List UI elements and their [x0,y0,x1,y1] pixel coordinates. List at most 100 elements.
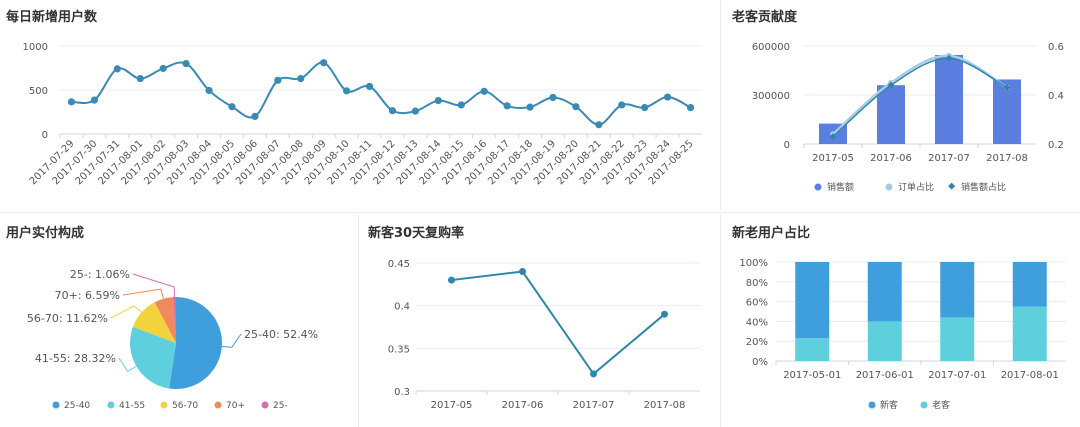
x-tick-label: 2017-06 [502,400,544,411]
separator-vertical-top [720,0,721,210]
repurchase-rate-panel: 新客30天复购率 0.3 0.35 0.4 0.45 2017-05 2017-06 201… [362,216,718,427]
y-tick-label: 100% [739,258,768,269]
data-point [887,81,895,89]
data-point [274,76,282,84]
data-point [113,65,121,73]
bar-new-customers [940,262,975,318]
data-point [411,107,419,115]
pie-slice-label: 56-70: 11.62% [27,312,108,325]
bar-new-customers [867,262,902,322]
daily-new-users-chart: 050010002017-07-292017-07-302017-07-3120… [23,42,702,187]
bar-new-customers [1012,262,1047,307]
y-right-tick-label: 0.2 [1048,140,1064,151]
legend-marker [920,401,928,409]
legend-label: 销售额 [827,181,854,193]
pie-label-line [118,357,137,372]
bar-old-customers [940,317,975,361]
legend-label: 老客 [932,399,950,411]
y-tick-label: 0.3 [394,387,410,398]
x-tick-label: 2017-05-01 [783,370,841,381]
legend-marker [52,401,60,409]
data-point [320,59,328,67]
legend-marker [814,183,822,191]
pie-label-line [122,288,165,299]
pie-slice [172,297,176,343]
y-tick-label: 40% [746,317,768,328]
y-tick-label: 1000 [23,42,48,53]
data-point [686,104,695,112]
y-tick-label: 500 [29,86,48,97]
x-tick-label: 2017-07 [573,400,615,411]
y-tick-label: 0 [42,130,48,141]
payment-composition-panel: 用户实付构成 25-40: 52.4% 41-55: 28.32% 56-70: 1… [0,216,356,427]
pie-label-line [110,305,142,319]
pie-slice [154,297,176,343]
data-point [829,133,837,141]
data-point [595,121,603,129]
new-old-ratio-title: 新老用户占比 [732,226,811,241]
data-point [664,93,672,101]
data-point [67,98,76,106]
legend-marker [885,183,893,191]
pie-label-line [221,333,242,348]
y-tick-label: 60% [746,298,768,309]
separator-vertical-bottom-left [358,214,359,427]
data-point [503,102,511,110]
legend-marker [214,401,222,409]
data-point [1003,84,1011,92]
data-point [365,82,374,91]
data-point [549,93,557,102]
pie-slice-label: 25-: 1.06% [70,268,130,281]
x-tick-label: 2017-07-01 [928,370,986,381]
y-left-tick-label: 300000 [752,91,790,102]
series-line [832,54,1008,136]
x-tick-label: 2017-07 [928,153,970,164]
repurchase-rate-title: 新客30天复购率 [368,226,465,241]
y-left-tick-label: 600000 [752,42,790,53]
y-right-tick-label: 0.4 [1048,91,1064,102]
data-point [434,96,442,105]
new-old-ratio-panel: 新老用户占比 0% 20% 40% 60% 80% 100% 2017-05-01 2017-… [726,216,1080,427]
data-point [159,64,167,73]
legend-marker [261,401,269,409]
legend-marker [868,401,876,409]
y-tick-label: 80% [746,278,768,289]
y-right-tick-label: 0.6 [1048,42,1064,53]
legend-label: 新客 [880,399,898,411]
bar-old-customers [1012,306,1047,361]
pie-slice [130,326,176,389]
data-point [661,310,668,318]
data-point [90,96,98,104]
series-line [451,270,666,376]
data-point [388,107,397,115]
old-customer-contribution-chart: 0 300000 600000 0.2 0.4 0.6 2017-05 2017-06 2017… [752,42,1064,193]
x-tick-label: 2017-06 [870,153,912,164]
y-tick-label: 0.45 [388,259,410,270]
data-point [641,104,649,112]
legend-label: 销售额占比 [961,181,1006,193]
payment-composition-chart: 25-40: 52.4% 41-55: 28.32% 56-70: 11.62% 70… [27,268,318,411]
repurchase-rate-chart: 0.3 0.35 0.4 0.45 2017-05 2017-06 2017-07 2017-… [388,259,700,411]
data-point [182,60,190,68]
data-point [519,268,526,276]
data-point [297,74,305,83]
data-point [480,87,488,95]
legend-label: 56-70 [172,401,198,411]
series-line [71,61,692,126]
legend-label: 25-40 [64,401,90,411]
old-customer-contribution-panel: 老客贡献度 0 300000 600000 0.2 0.4 0.6 2017-05 2017-… [726,0,1080,210]
pie-slice-label: 25-40: 52.4% [244,328,318,341]
pie-slice [132,302,176,343]
y-left-tick-label: 0 [784,140,790,151]
legend-marker [107,401,115,409]
y-tick-label: 0.35 [388,344,410,355]
separator-horizontal [0,212,1080,213]
data-point [448,276,455,284]
bar-old-customers [867,321,902,361]
legend-marker [160,401,168,409]
legend-label: 订单占比 [898,181,934,193]
y-tick-label: 0% [752,357,768,368]
payment-composition-title: 用户实付构成 [6,226,85,241]
x-tick-label: 2017-08 [986,153,1028,164]
separator-vertical-bottom-right [720,214,721,427]
